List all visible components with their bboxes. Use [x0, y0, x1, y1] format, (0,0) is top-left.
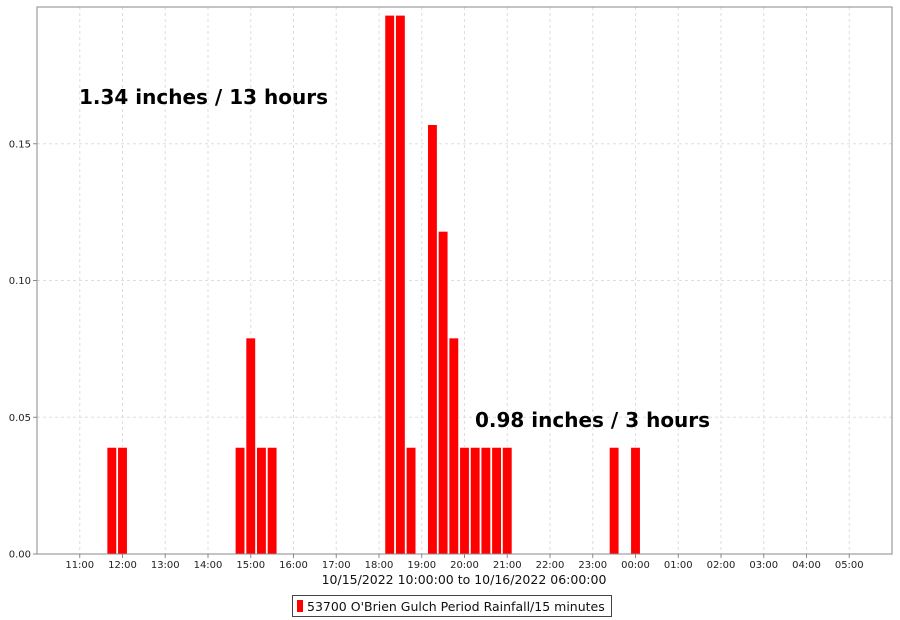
rainfall-bar — [459, 446, 470, 555]
x-tick-label: 03:00 — [749, 560, 778, 571]
rainfall-bar — [608, 446, 620, 555]
rainfall-bar — [502, 446, 513, 555]
x-tick-label: 19:00 — [407, 560, 436, 571]
rainfall-bar — [630, 446, 641, 555]
y-tick-label: 0.05 — [9, 413, 31, 424]
rainfall-bar — [491, 446, 502, 555]
rainfall-bar — [480, 446, 492, 555]
x-tick-label: 18:00 — [365, 560, 394, 571]
rainfall-bar — [256, 446, 267, 555]
rainfall-bar — [437, 230, 449, 555]
x-tick-label: 11:00 — [65, 560, 94, 571]
rainfall-bar — [448, 337, 460, 555]
ticks-layer: 0.00 0.05 0.10 0.15 11:00 12:00 13:00 14:00 15:0… — [9, 139, 864, 571]
rainfall-bar — [405, 446, 417, 555]
rainfall-bar — [395, 14, 406, 555]
rainfall-bar — [106, 446, 118, 555]
x-tick-label: 00:00 — [621, 560, 650, 571]
legend-swatch — [297, 600, 303, 612]
y-tick-label: 0.10 — [9, 276, 31, 287]
annotation-total: 1.34 inches / 13 hours — [79, 85, 328, 109]
legend: 53700 O'Brien Gulch Period Rainfall/15 m… — [292, 595, 612, 617]
rainfall-bar — [245, 337, 256, 555]
rainfall-bar — [469, 446, 481, 555]
rainfall-bar — [427, 124, 438, 555]
grid-layer — [37, 7, 892, 554]
x-tick-label: 17:00 — [322, 560, 351, 571]
rainfall-chart: 0.00 0.05 0.10 0.15 11:00 12:00 13:00 14:00 15:0… — [9, 6, 893, 587]
x-tick-label: 22:00 — [536, 560, 565, 571]
x-tick-label: 14:00 — [194, 560, 223, 571]
x-tick-label: 04:00 — [792, 560, 821, 571]
legend-label: 53700 O'Brien Gulch Period Rainfall/15 m… — [307, 598, 605, 614]
x-tick-label: 23:00 — [578, 560, 607, 571]
rainfall-bar — [117, 446, 128, 555]
x-tick-label: 02:00 — [707, 560, 736, 571]
x-tick-label: 21:00 — [493, 560, 522, 571]
y-tick-label: 0.15 — [9, 139, 31, 150]
x-tick-label: 01:00 — [664, 560, 693, 571]
rainfall-bar — [266, 446, 278, 555]
x-tick-label: 15:00 — [236, 560, 265, 571]
x-tick-label: 13:00 — [151, 560, 180, 571]
x-tick-label: 05:00 — [835, 560, 864, 571]
x-axis-title: 10/15/2022 10:00:00 to 10/16/2022 06:00:… — [322, 572, 607, 587]
y-tick-label: 0.00 — [9, 550, 31, 561]
rainfall-bar — [384, 14, 395, 555]
x-tick-label: 16:00 — [279, 560, 308, 571]
x-tick-label: 12:00 — [108, 560, 137, 571]
x-tick-label: 20:00 — [450, 560, 479, 571]
rainfall-bar — [234, 446, 246, 555]
annotation-peak: 0.98 inches / 3 hours — [475, 408, 710, 432]
